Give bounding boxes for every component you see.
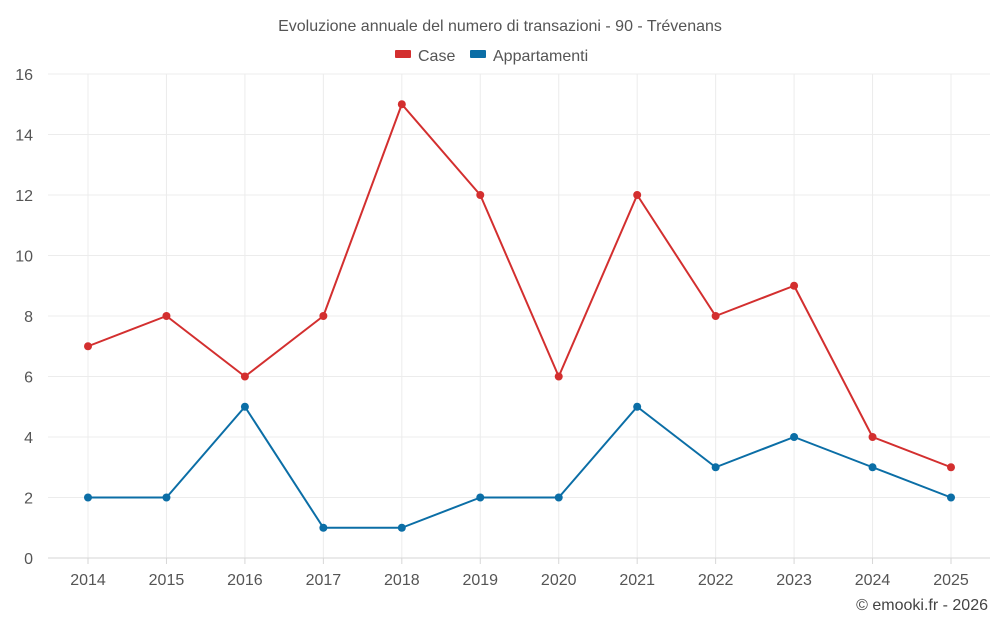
data-point-appartamenti-2025[interactable] (947, 493, 955, 502)
x-tick-label: 2018 (384, 572, 420, 589)
y-tick-label: 16 (15, 67, 33, 84)
data-point-appartamenti-2015[interactable] (162, 493, 171, 502)
x-tick-label: 2023 (776, 572, 812, 589)
data-point-appartamenti-2019[interactable] (476, 493, 485, 502)
legend-swatch-appartamenti (470, 50, 486, 58)
data-point-appartamenti-2021[interactable] (633, 402, 642, 411)
credit-text: © emooki.fr - 2026 (856, 597, 988, 614)
data-point-case-2019[interactable] (476, 191, 485, 199)
x-tick-label: 2025 (933, 572, 969, 589)
x-tick-label: 2020 (541, 572, 577, 589)
x-tick-label: 2017 (306, 572, 342, 589)
data-point-case-2023[interactable] (790, 281, 799, 290)
data-point-case-2014[interactable] (84, 342, 92, 351)
legend-swatch-case (395, 50, 411, 58)
data-point-appartamenti-2024[interactable] (868, 463, 877, 472)
data-point-appartamenti-2020[interactable] (554, 493, 563, 502)
x-axis-ticks: 2014 2015 2016 2017 2018 2019 2020 2021 2022 2023… (70, 558, 969, 589)
x-tick-label: 2015 (149, 572, 185, 589)
legend-label-appartamenti: Appartamenti (493, 48, 588, 65)
y-tick-label: 14 (15, 128, 33, 145)
y-gridlines (48, 73, 990, 498)
series-case (84, 100, 955, 472)
data-point-appartamenti-2022[interactable] (711, 463, 720, 472)
y-tick-label: 4 (24, 430, 33, 447)
data-point-appartamenti-2014[interactable] (84, 493, 92, 502)
data-point-case-2021[interactable] (633, 191, 642, 199)
y-tick-label: 0 (24, 551, 33, 568)
data-point-appartamenti-2023[interactable] (790, 433, 799, 441)
x-tick-label: 2024 (855, 572, 891, 589)
data-point-appartamenti-2017[interactable] (319, 523, 328, 532)
legend-item-appartamenti[interactable]: Appartamenti (470, 48, 588, 65)
data-point-case-2018[interactable] (397, 100, 406, 109)
y-tick-label: 8 (24, 309, 33, 326)
legend-label-case: Case (418, 48, 455, 65)
data-point-case-2020[interactable] (554, 372, 563, 381)
series-layer (84, 100, 955, 532)
y-tick-label: 12 (15, 188, 33, 205)
x-tick-label: 2014 (70, 572, 106, 589)
x-tick-label: 2021 (619, 572, 655, 589)
data-point-case-2022[interactable] (711, 312, 720, 320)
series-line-case (87, 103, 952, 469)
x-tick-label: 2016 (227, 572, 263, 589)
x-tick-label: 2019 (462, 572, 498, 589)
data-point-case-2016[interactable] (240, 372, 249, 381)
data-point-case-2015[interactable] (162, 312, 171, 320)
legend: Case Appartamenti (395, 48, 588, 65)
data-point-appartamenti-2016[interactable] (240, 402, 249, 411)
x-tick-label: 2022 (698, 572, 734, 589)
series-appartamenti (84, 402, 955, 532)
y-tick-label: 2 (24, 491, 33, 508)
series-line-appartamenti (88, 405, 952, 529)
data-point-case-2024[interactable] (868, 433, 877, 441)
y-tick-label: 6 (24, 370, 33, 387)
data-point-case-2025[interactable] (947, 463, 955, 472)
data-point-case-2017[interactable] (319, 312, 328, 320)
y-axis-ticks: 0 2 4 6 8 10 12 14 16 (15, 67, 33, 568)
y-tick-label: 10 (15, 249, 33, 266)
legend-item-case[interactable]: Case (395, 48, 455, 65)
data-point-appartamenti-2018[interactable] (397, 523, 406, 532)
chart-title: Evoluzione annuale del numero di transaz… (278, 18, 722, 35)
